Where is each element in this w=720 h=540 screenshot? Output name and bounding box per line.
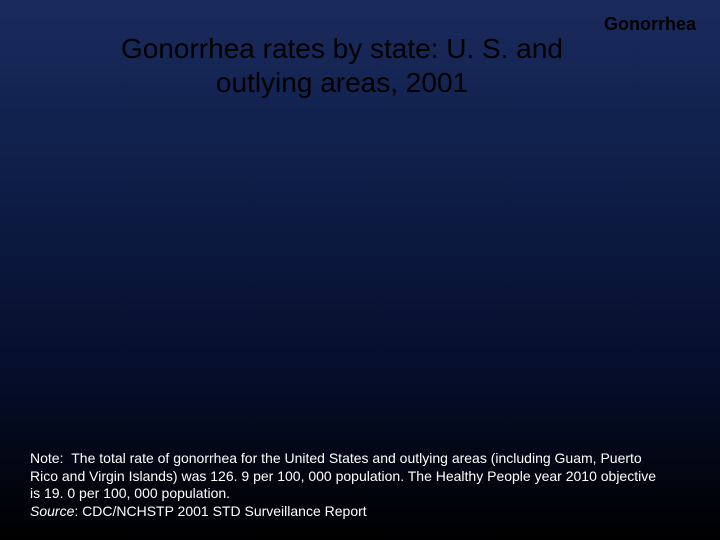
- header-category-label: Gonorrhea: [604, 14, 696, 35]
- slide-container: Gonorrhea Gonorrhea rates by state: U. S…: [0, 0, 720, 540]
- footer-note-block: Note: The total rate of gonorrhea for th…: [30, 450, 660, 520]
- source-label: Source: [30, 503, 74, 519]
- note-text: The total rate of gonorrhea for the Unit…: [30, 450, 656, 501]
- source-text: : CDC/NCHSTP 2001 STD Surveillance Repor…: [74, 503, 366, 519]
- slide-title: Gonorrhea rates by state: U. S. and outl…: [102, 32, 582, 99]
- note-prefix: Note:: [30, 450, 63, 466]
